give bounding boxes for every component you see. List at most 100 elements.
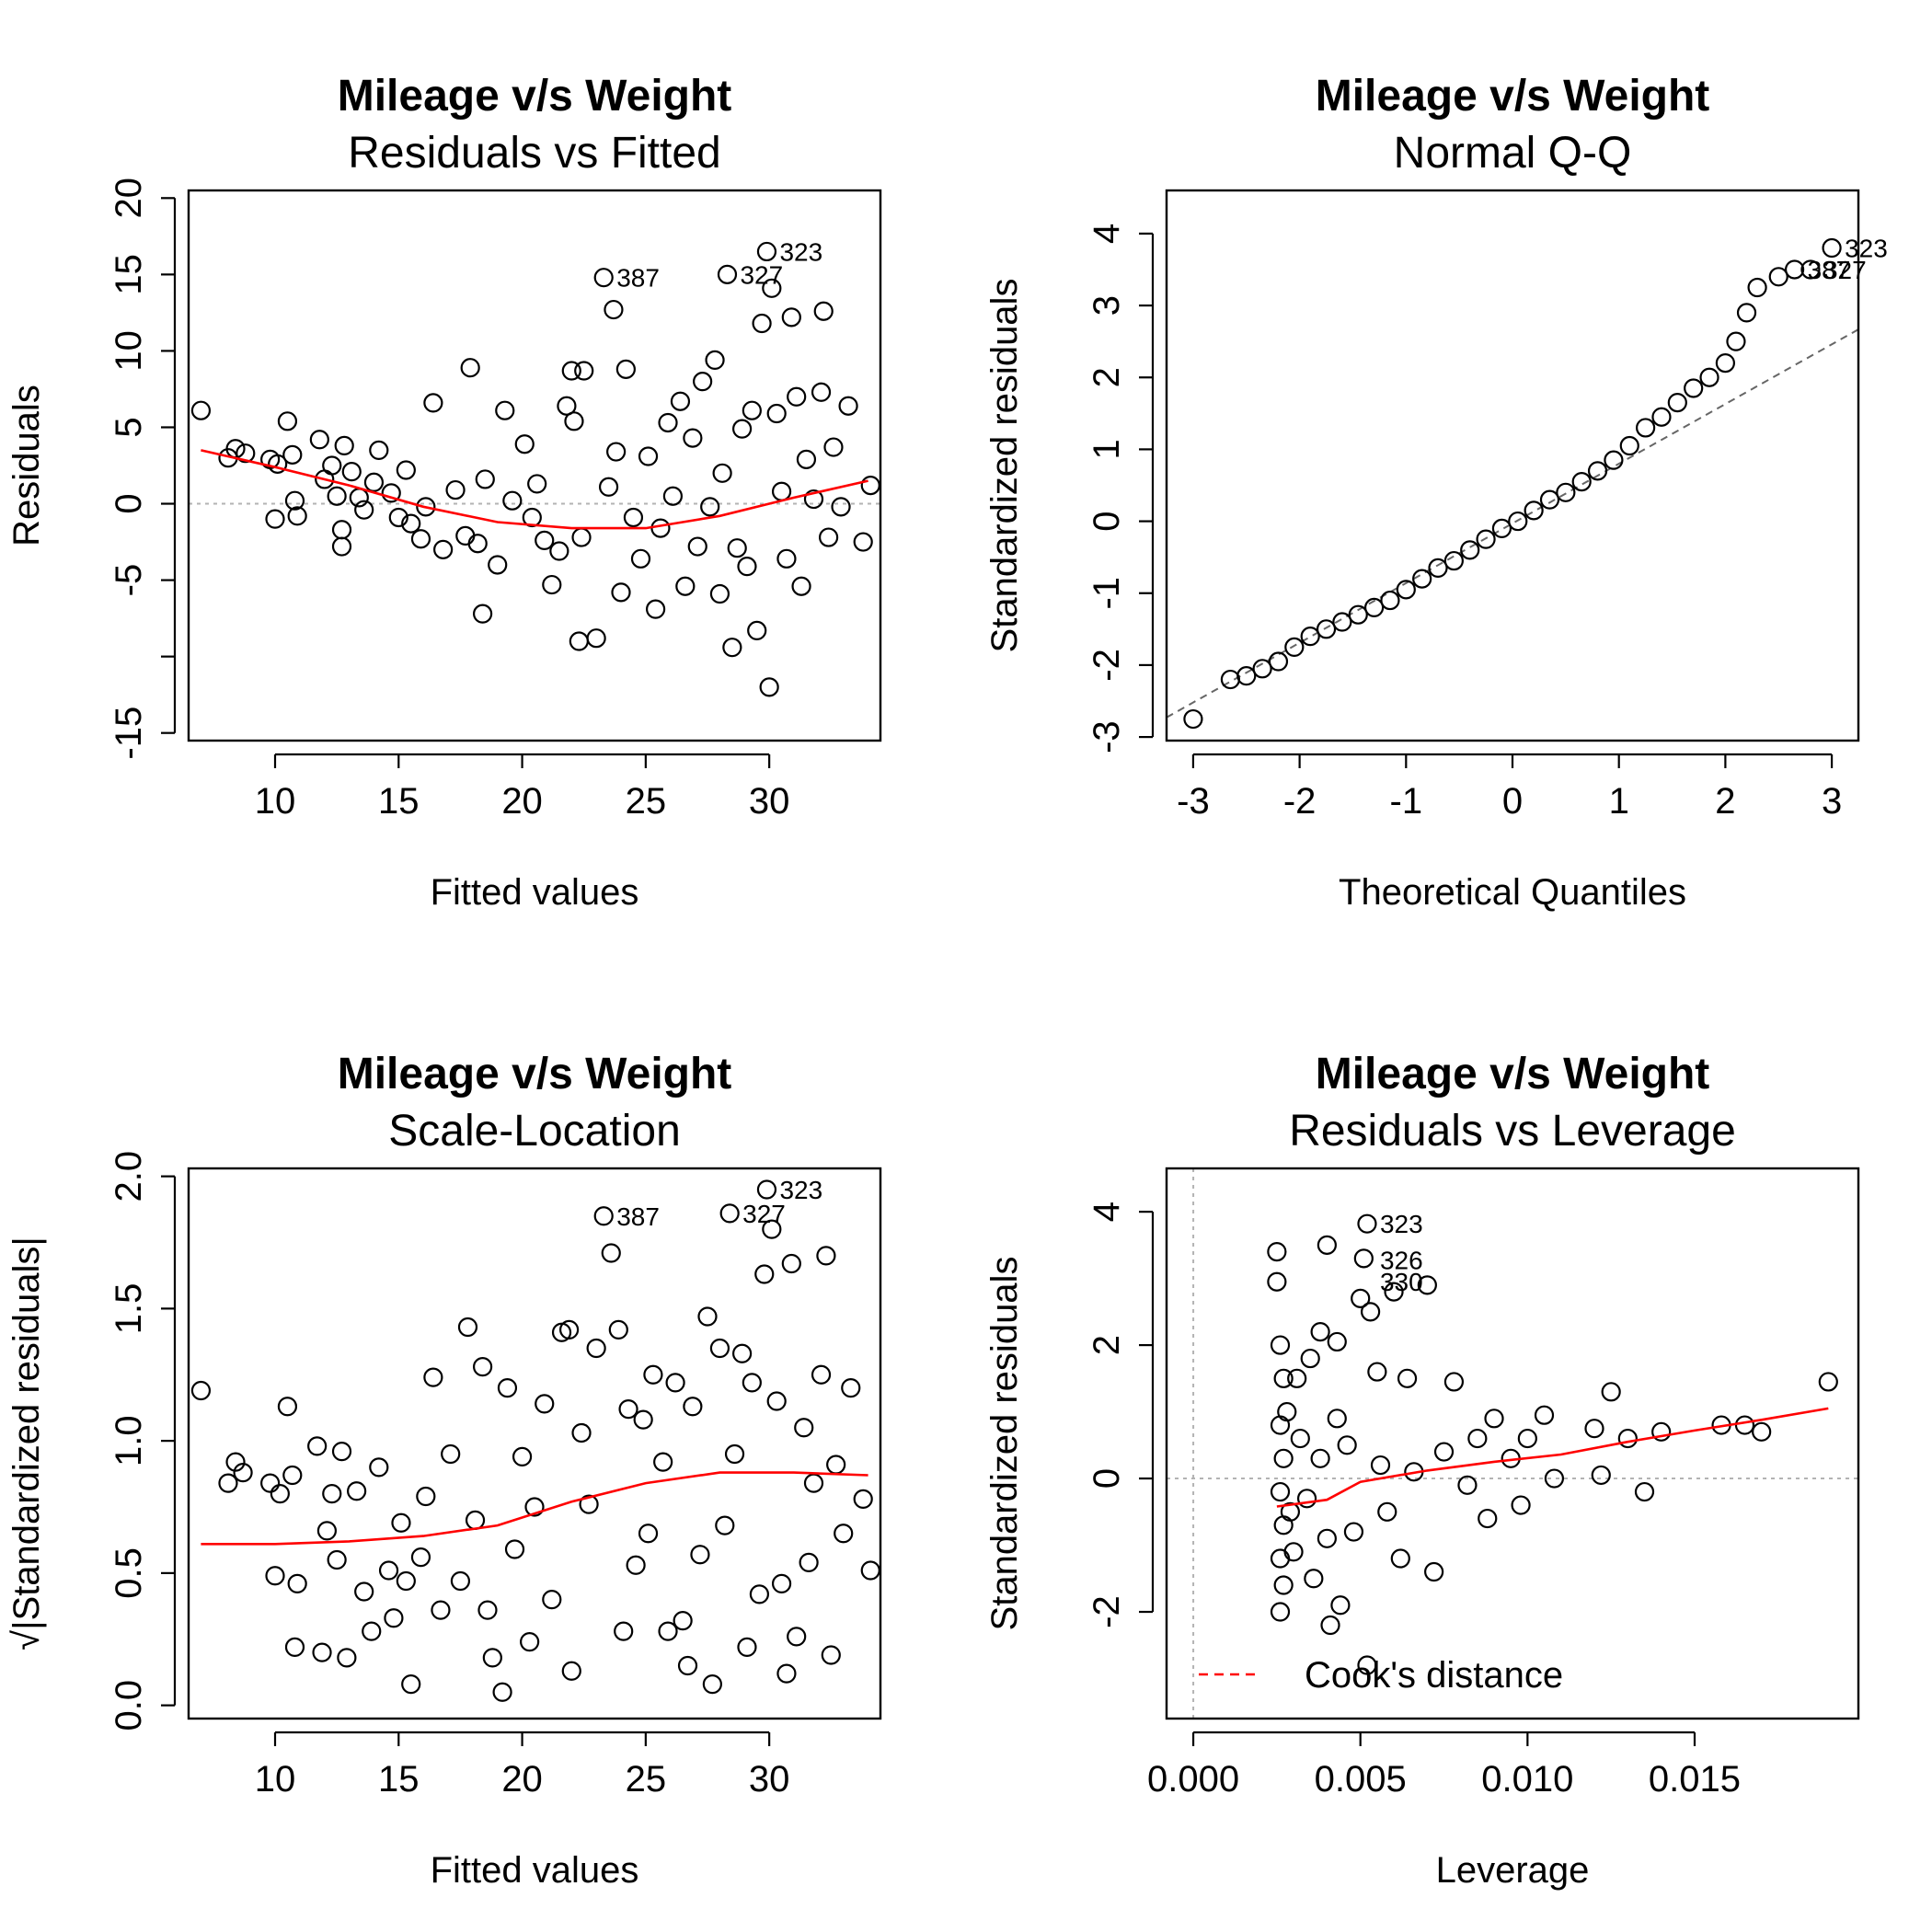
rvf-data-point (488, 555, 508, 575)
sl-data-point (465, 1510, 486, 1530)
qq-data-point (1604, 450, 1624, 470)
sl-data-point (270, 1484, 290, 1504)
sl-data-point (626, 1555, 646, 1575)
sl-data-point (441, 1443, 461, 1465)
sl-data-point (826, 1455, 846, 1475)
sl-data-point (754, 1264, 775, 1284)
sl-data-point (423, 1367, 443, 1387)
rvl-data-point (1457, 1475, 1478, 1495)
qq-data-point (1556, 482, 1576, 502)
rvl-data-point (1357, 1213, 1377, 1234)
sl-data-point (512, 1446, 533, 1466)
sl-data-point (401, 1674, 421, 1695)
sl-data-point (524, 1497, 545, 1517)
rvl-x-tick-label: 0.015 (1649, 1759, 1741, 1800)
sl-data-point (284, 1637, 305, 1657)
qq-y-tick-label: 4 (1087, 224, 1127, 244)
sl-data-point (378, 1560, 399, 1581)
qq-data-point (1636, 418, 1656, 438)
sl-data-point (282, 1465, 303, 1486)
sl-data-point (504, 1539, 525, 1559)
rvf-data-point (401, 513, 421, 534)
sl-x-tick-label: 25 (626, 1759, 667, 1800)
rvf-data-point (542, 574, 562, 595)
rvl-data-point (1370, 1455, 1391, 1476)
rvl-data-point (1273, 1368, 1294, 1388)
sl-data-point (450, 1570, 471, 1592)
rvf-data-point (683, 428, 703, 448)
qq-data-point (1800, 259, 1821, 280)
rvl-data-point (1310, 1321, 1330, 1342)
sl-data-point (673, 1611, 693, 1631)
rvf-data-point (803, 489, 824, 510)
rvf-point-annotation: 323 (779, 237, 822, 266)
rvf-data-point (502, 490, 523, 511)
sl-data-point (803, 1473, 824, 1493)
rvf-data-point (331, 536, 352, 557)
rvf-smoother-line (201, 449, 868, 530)
sl-data-point (683, 1397, 703, 1417)
rvl-data-point (1327, 1409, 1347, 1429)
sl-y-tick-label: 0.5 (109, 1547, 149, 1599)
sl-x-tick-label: 15 (378, 1759, 420, 1800)
rvf-data-point (277, 411, 298, 431)
qq-data-point (1220, 669, 1241, 690)
rvl-data-point (1601, 1382, 1621, 1402)
rvf-data-point (282, 444, 303, 465)
rvf-data-point (831, 497, 851, 517)
rvf-x-tick-label: 25 (626, 781, 667, 822)
sl-data-point (816, 1246, 836, 1266)
rvf-y-tick-label: 0 (109, 493, 149, 513)
sl-data-point (431, 1600, 451, 1620)
rvf-data-point (472, 604, 493, 624)
sl-data-point (218, 1473, 238, 1493)
qq-x-tick-label: 3 (1822, 781, 1842, 822)
rvf-data-point (571, 527, 592, 547)
qq-data-point (1332, 612, 1352, 632)
rvl-data-point (1287, 1368, 1307, 1388)
rvl-data-point (1467, 1428, 1488, 1449)
rvl-data-point (1390, 1548, 1410, 1569)
rvf-data-point (638, 446, 659, 466)
rvf-x-tick-label: 30 (749, 781, 790, 822)
rvl-data-point (1443, 1372, 1465, 1392)
rvl-data-point (1424, 1561, 1444, 1582)
rvl-data-point (1478, 1508, 1498, 1529)
rvf-data-point (265, 509, 285, 529)
qq-y-tick-label: -1 (1087, 577, 1127, 610)
sl-x-tick-label: 10 (255, 1759, 296, 1800)
sl-data-point (766, 1391, 787, 1411)
rvf-y-tick-label: -5 (109, 564, 149, 597)
qq-data-point (1300, 627, 1320, 647)
qq-data-point (1736, 303, 1757, 323)
rvl-point-annotation: 330 (1380, 1268, 1423, 1296)
qq-y-tick-label: -2 (1087, 649, 1127, 682)
rvl-data-point (1327, 1331, 1347, 1352)
rvf-data-point (527, 474, 547, 494)
sl-data-point (614, 1621, 634, 1641)
qq-data-point (1715, 353, 1735, 374)
rvl-data-point (1544, 1468, 1565, 1489)
rvf-data-point (363, 472, 385, 492)
sl-data-point (579, 1494, 599, 1514)
rvl-plot-frame (1165, 1167, 1860, 1720)
sl-data-point (542, 1590, 562, 1610)
qq-point-annotation: 387 (1808, 256, 1851, 284)
sl-data-point (586, 1338, 606, 1359)
rvf-data-point (381, 483, 401, 503)
rvl-data-point (1353, 1248, 1374, 1269)
qq-data-point (1699, 367, 1719, 387)
rvl-y-tick-label: 2 (1087, 1335, 1127, 1355)
rvl-data-point (1296, 1489, 1317, 1509)
rvl-data-point (1267, 1271, 1287, 1292)
sl-data-point (391, 1512, 411, 1533)
rvf-data-point (322, 455, 342, 476)
rvf-title: Mileage v/s Weight (338, 72, 732, 121)
rvl-data-point (1377, 1501, 1397, 1522)
rvf-data-point (727, 538, 747, 558)
rvl-data-point (1361, 1302, 1381, 1322)
rvf-data-point (762, 278, 782, 298)
sl-data-point (841, 1378, 861, 1398)
rvf-data-point (693, 372, 713, 392)
sl-data-point (709, 1338, 730, 1359)
